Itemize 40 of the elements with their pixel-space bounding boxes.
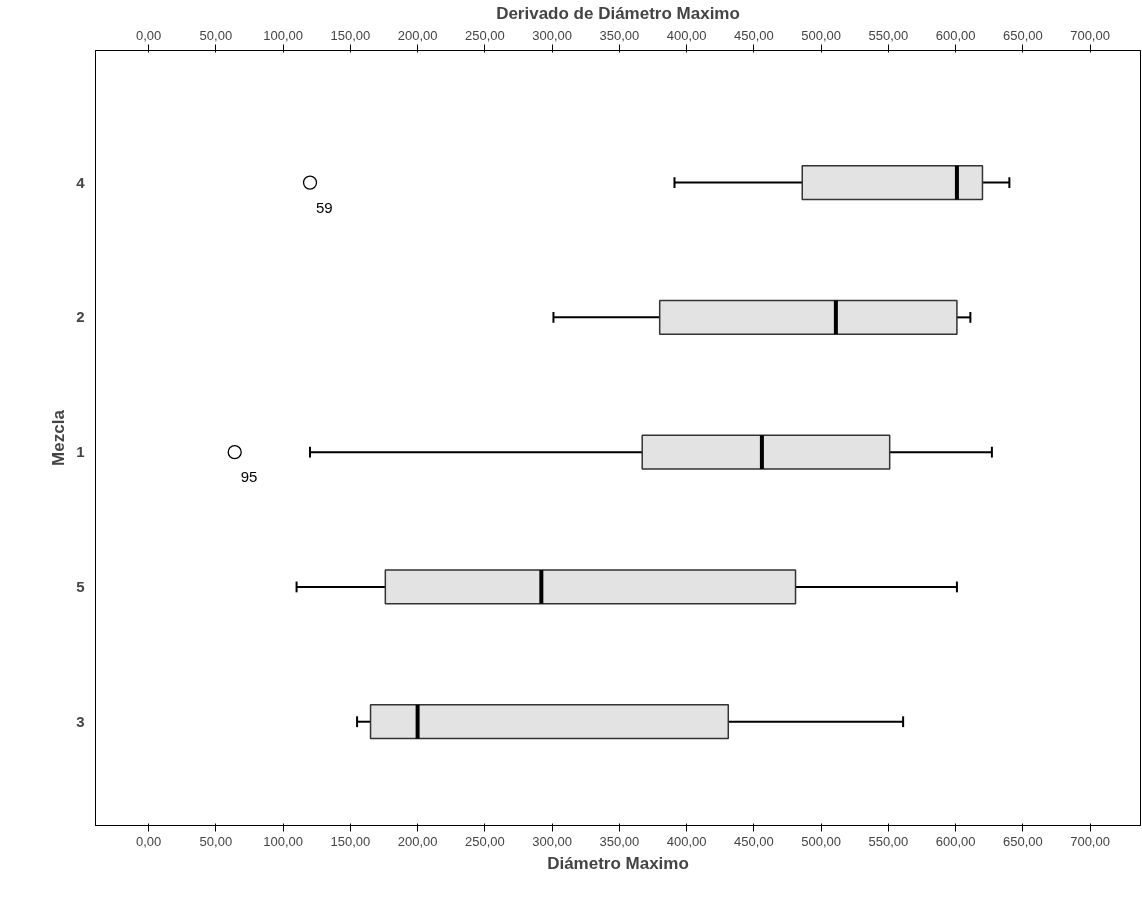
x2-tick-label: 500,00 [801, 27, 841, 43]
x2-tick-label: 150,00 [330, 27, 371, 43]
x-tick-label: 500,00 [801, 833, 841, 849]
x2-tick-label: 450,00 [733, 27, 774, 43]
y-tick-label: 3 [76, 712, 85, 730]
x-tick-label: 550,00 [868, 833, 909, 849]
x-tick-label: 300,00 [532, 833, 572, 849]
x-tick-label: 600,00 [935, 833, 976, 849]
y-tick-label: 5 [76, 577, 85, 595]
annotation: 95 [240, 468, 258, 486]
x-axis-title: Diámetro Maximo [547, 853, 689, 873]
x2-tick-label: 550,00 [868, 27, 909, 43]
x2-tick-label: 700,00 [1070, 27, 1110, 43]
y-tick-label: 4 [76, 173, 86, 191]
x2-tick-label: 50,00 [199, 27, 233, 43]
x-tick-label: 0,00 [135, 833, 162, 849]
x2-tick-label: 600,00 [935, 27, 976, 43]
x2-tick-label: 0,00 [135, 27, 162, 43]
x-tick-label: 450,00 [733, 833, 774, 849]
x2-tick-label: 300,00 [532, 27, 572, 43]
x2-tick-label: 350,00 [599, 27, 640, 43]
y-axis-title: Mezcla [49, 409, 69, 466]
x2-tick-label: 100,00 [263, 27, 303, 43]
x2-axis-title: Derivado de Diámetro Maximo [496, 3, 740, 23]
annotation: 59 [316, 198, 333, 216]
x-tick-label: 400,00 [666, 833, 707, 849]
y-tick-label: 2 [76, 308, 85, 326]
x-tick-label: 50,00 [199, 833, 233, 849]
x-tick-label: 100,00 [263, 833, 303, 849]
x-tick-label: 700,00 [1070, 833, 1110, 849]
x-tick-label: 150,00 [330, 833, 371, 849]
y-tick-label: 1 [76, 443, 85, 461]
x-tick-label: 650,00 [1002, 833, 1043, 849]
x-tick-label: 350,00 [599, 833, 640, 849]
x-tick-label: 200,00 [397, 833, 438, 849]
x2-tick-label: 650,00 [1002, 27, 1043, 43]
x2-tick-label: 200,00 [397, 27, 438, 43]
x2-tick-label: 250,00 [464, 27, 505, 43]
x2-tick-label: 400,00 [666, 27, 707, 43]
x-tick-label: 250,00 [464, 833, 505, 849]
